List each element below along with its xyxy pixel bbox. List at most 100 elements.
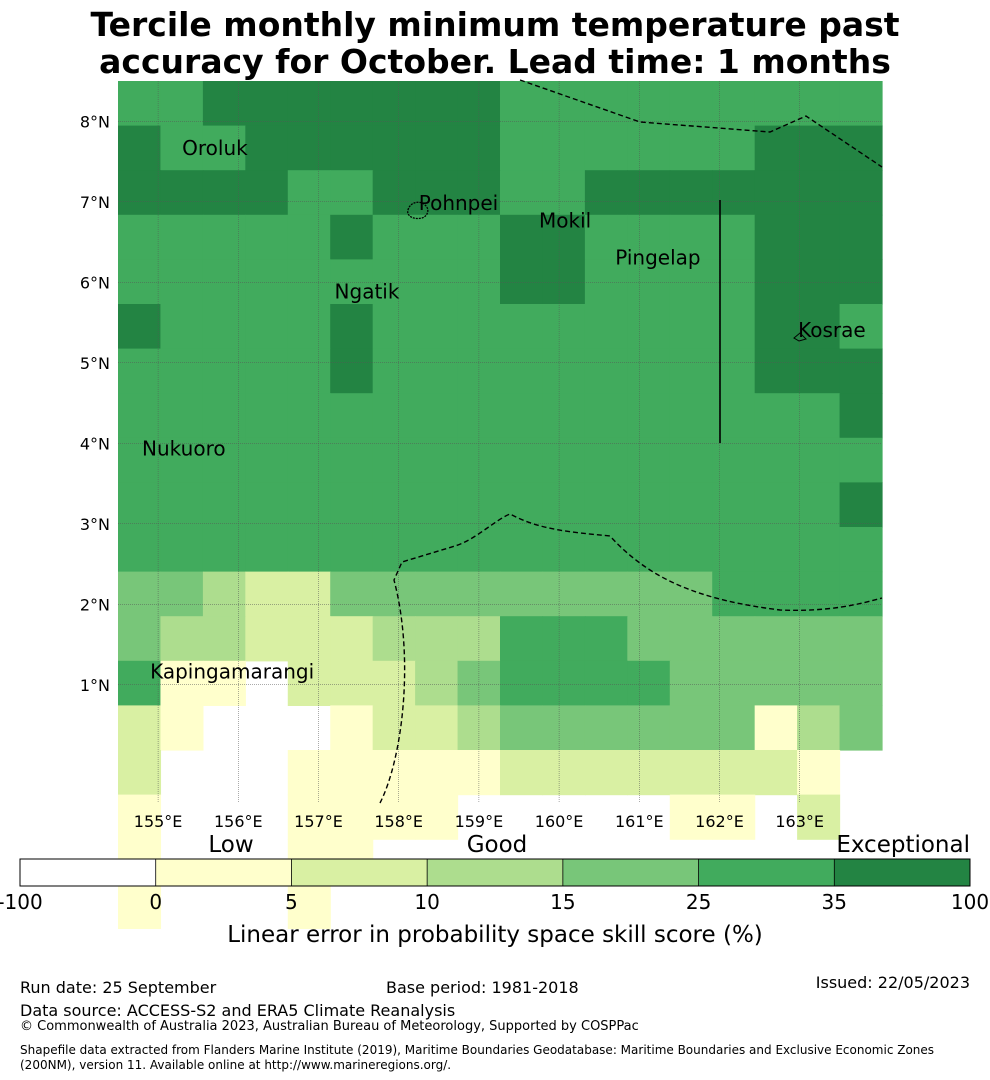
skill-cell bbox=[839, 705, 883, 751]
skill-cell bbox=[754, 348, 798, 394]
skill-cell bbox=[542, 81, 586, 127]
axis-labels: 155°E 156°E 157°E 158°E 159°E 160°E 161°E 162°E… bbox=[80, 112, 824, 831]
skill-cell bbox=[202, 437, 246, 483]
skill-cell bbox=[754, 304, 798, 350]
skill-cell bbox=[500, 437, 544, 483]
skill-cell bbox=[669, 750, 713, 796]
skill-cell bbox=[415, 616, 459, 662]
skill-cell bbox=[542, 304, 586, 350]
skill-cell bbox=[584, 170, 628, 216]
skill-cell bbox=[287, 125, 331, 171]
skill-cell bbox=[202, 214, 246, 260]
skill-cell bbox=[542, 571, 586, 617]
skill-cell bbox=[754, 437, 798, 483]
lon-tick-label: 158°E bbox=[374, 812, 423, 831]
skill-cell bbox=[372, 660, 416, 706]
lat-tick-label: 4°N bbox=[80, 434, 110, 453]
skill-cell bbox=[415, 170, 459, 216]
lon-tick-label: 160°E bbox=[535, 812, 584, 831]
lon-tick-label: 159°E bbox=[455, 812, 504, 831]
colorbar-tick-label: 0 bbox=[149, 890, 162, 914]
skill-cell bbox=[754, 527, 798, 573]
skill-cell bbox=[118, 482, 162, 528]
category-exceptional: Exceptional bbox=[836, 832, 970, 858]
skill-cell bbox=[754, 125, 798, 171]
skill-cell bbox=[712, 170, 756, 216]
skill-cell bbox=[372, 437, 416, 483]
skill-cell bbox=[754, 214, 798, 260]
skill-cell bbox=[287, 348, 331, 394]
skill-cell bbox=[202, 348, 246, 394]
skill-cell bbox=[754, 705, 798, 751]
skill-cell bbox=[330, 794, 374, 840]
skill-cell bbox=[500, 482, 544, 528]
skill-cell bbox=[669, 616, 713, 662]
skill-cell bbox=[797, 348, 841, 394]
skill-cell bbox=[202, 571, 246, 617]
skill-cell bbox=[584, 660, 628, 706]
skill-grid bbox=[118, 81, 883, 929]
skill-cell bbox=[118, 883, 162, 929]
skill-cell bbox=[669, 705, 713, 751]
skill-cell bbox=[160, 348, 204, 394]
colorbar-tick-label: 15 bbox=[550, 890, 575, 914]
skill-cell bbox=[584, 304, 628, 350]
colorbar-frame bbox=[19, 858, 971, 887]
lat-tick-label: 1°N bbox=[80, 676, 110, 695]
kosrae-outline-icon bbox=[793, 332, 807, 342]
title-line-1: Tercile monthly minimum temperature past bbox=[90, 5, 900, 44]
skill-cell bbox=[415, 81, 459, 127]
skill-cell bbox=[245, 571, 289, 617]
colorbar-tick-label: -100 bbox=[0, 890, 43, 914]
skill-cell bbox=[627, 750, 671, 796]
skill-cell bbox=[160, 393, 204, 439]
colorbar-segment bbox=[155, 859, 292, 886]
skill-cell bbox=[839, 616, 883, 662]
skill-cell bbox=[584, 81, 628, 127]
skill-cell bbox=[669, 660, 713, 706]
skill-cell bbox=[542, 214, 586, 260]
skill-cell bbox=[669, 571, 713, 617]
island-outlines bbox=[407, 201, 807, 342]
skill-cell bbox=[500, 214, 544, 260]
title-line-2: accuracy for October. Lead time: 1 month… bbox=[99, 42, 891, 81]
skill-cell bbox=[287, 527, 331, 573]
place-label-mokil: Mokil bbox=[539, 209, 591, 233]
skill-cell bbox=[118, 571, 162, 617]
skill-cell bbox=[500, 660, 544, 706]
lon-tick-label: 163°E bbox=[775, 812, 824, 831]
lat-tick-label: 6°N bbox=[80, 273, 110, 292]
skill-cell bbox=[202, 81, 246, 127]
skill-cell bbox=[372, 125, 416, 171]
skill-cell bbox=[245, 170, 289, 216]
skill-cell bbox=[500, 170, 544, 216]
place-label-oroluk: Oroluk bbox=[182, 136, 248, 160]
skill-cell bbox=[287, 750, 331, 796]
skill-cell bbox=[500, 304, 544, 350]
skill-cell bbox=[245, 482, 289, 528]
lon-tick-label: 156°E bbox=[214, 812, 263, 831]
skill-cell bbox=[754, 571, 798, 617]
skill-cell bbox=[457, 437, 501, 483]
skill-cell bbox=[500, 616, 544, 662]
colorbar-segment bbox=[698, 859, 835, 886]
skill-cell bbox=[627, 616, 671, 662]
skill-cell bbox=[118, 393, 162, 439]
colorbar-tick-label: 25 bbox=[686, 890, 711, 914]
skill-cell bbox=[754, 393, 798, 439]
skill-cell bbox=[372, 705, 416, 751]
skill-cell bbox=[542, 437, 586, 483]
colorbar-tick-label: 100 bbox=[951, 890, 989, 914]
lon-tick-label: 157°E bbox=[294, 812, 343, 831]
skill-cell bbox=[330, 348, 374, 394]
skill-cell bbox=[287, 393, 331, 439]
skill-cell bbox=[245, 616, 289, 662]
place-label-kosrae: Kosrae bbox=[798, 318, 866, 342]
skill-cell bbox=[627, 571, 671, 617]
skill-cell bbox=[330, 437, 374, 483]
skill-cell bbox=[118, 660, 162, 706]
colorbar-segment bbox=[291, 859, 428, 886]
shapefile-credit: Shapefile data extracted from Flanders M… bbox=[20, 1043, 935, 1072]
skill-cell bbox=[287, 794, 331, 840]
skill-cell bbox=[584, 125, 628, 171]
